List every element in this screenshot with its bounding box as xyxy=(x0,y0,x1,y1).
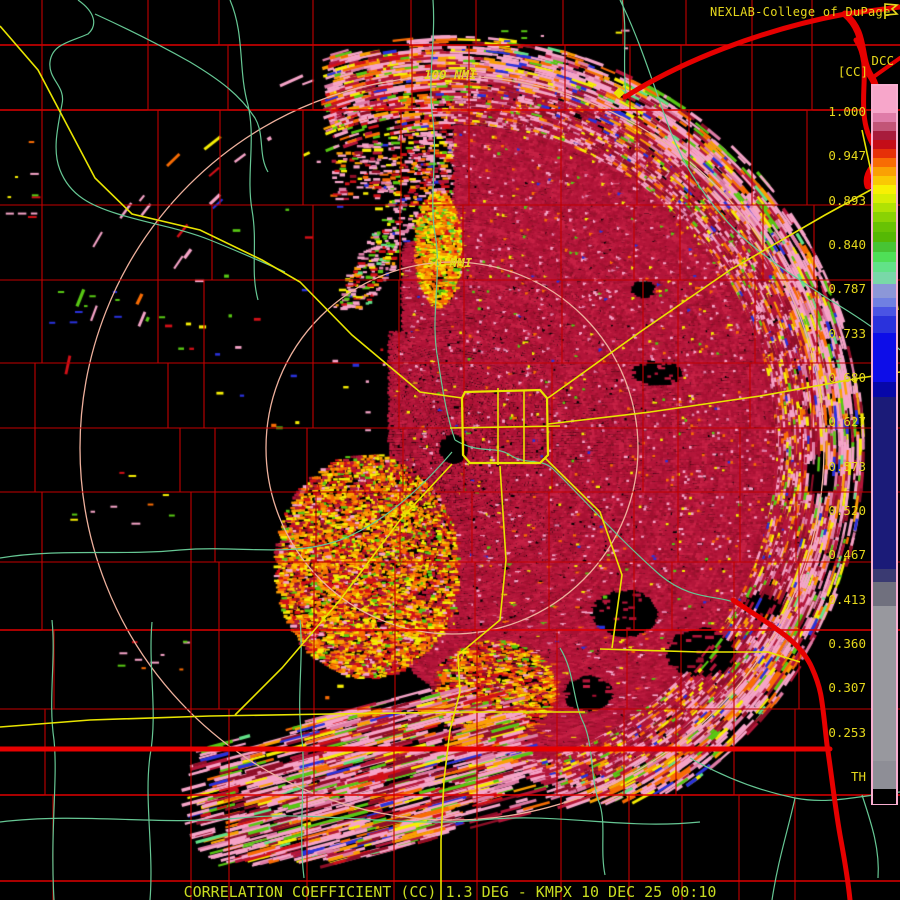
color-scale-tick: 0.627 xyxy=(828,414,866,429)
color-scale-segment xyxy=(873,113,896,122)
color-scale-segment xyxy=(873,382,896,397)
color-scale-segment xyxy=(873,222,896,232)
color-scale-segment xyxy=(873,149,896,158)
color-scale-segment xyxy=(873,122,896,131)
color-scale-segment xyxy=(873,252,896,262)
brand-text: NEXLAB-College of DuPage xyxy=(710,5,891,19)
footer-product-text: CORRELATION COEFFICIENT (CC) 1.3 DEG - K… xyxy=(183,883,717,900)
color-scale-segment xyxy=(873,272,896,284)
color-scale-tick: 0.413 xyxy=(828,592,866,607)
color-scale-tick: 0.947 xyxy=(828,148,866,163)
color-scale-segment xyxy=(873,262,896,272)
color-scale-segment xyxy=(873,140,896,149)
color-scale xyxy=(871,84,898,805)
color-scale-tick: 0.840 xyxy=(828,237,866,252)
color-scale-segment xyxy=(873,167,896,176)
color-scale-segment xyxy=(873,569,896,582)
color-scale-segment xyxy=(873,316,896,333)
color-scale-segment xyxy=(873,307,896,316)
color-scale-segment xyxy=(873,582,896,606)
color-scale-tick: 0.787 xyxy=(828,281,866,296)
color-scale-tick: 0.520 xyxy=(828,503,866,518)
color-scale-tick: 1.000 xyxy=(828,104,866,119)
color-scale-tick: 0.573 xyxy=(828,459,866,474)
color-scale-segment xyxy=(873,397,896,569)
color-scale-tick: 0.680 xyxy=(828,370,866,385)
range-ring-label-50nmi: 50 NMI xyxy=(427,255,473,270)
color-scale-segment xyxy=(873,158,896,167)
product-code: DCC xyxy=(871,53,894,68)
color-scale-segment xyxy=(873,176,896,185)
color-scale-segment xyxy=(873,606,896,761)
color-scale-tick: 0.253 xyxy=(828,725,866,740)
flag-icon xyxy=(884,3,899,19)
color-scale-segment xyxy=(873,194,896,203)
color-scale-tick: 0.467 xyxy=(828,547,866,562)
color-scale-segment xyxy=(873,242,896,252)
color-scale-segment xyxy=(873,203,896,212)
color-scale-segment xyxy=(873,333,896,382)
color-scale-segment xyxy=(873,131,896,140)
color-scale-segment xyxy=(873,761,896,789)
color-scale-segment xyxy=(873,212,896,222)
color-scale-segment xyxy=(873,789,896,804)
color-scale-tick: 0.360 xyxy=(828,636,866,651)
color-scale-segment xyxy=(873,284,896,298)
color-scale-tick: TH xyxy=(850,769,866,784)
product-abbrev: [CC] xyxy=(837,64,868,79)
range-ring-label-100nmi: 100 NMI xyxy=(424,67,477,82)
color-scale-segment xyxy=(873,232,896,242)
color-scale-segment xyxy=(873,298,896,307)
color-scale-tick: 0.307 xyxy=(828,680,866,695)
color-scale-tick: 0.893 xyxy=(828,193,866,208)
color-scale-segment xyxy=(873,185,896,194)
color-scale-segment xyxy=(873,86,896,113)
color-scale-tick: 0.733 xyxy=(828,326,866,341)
